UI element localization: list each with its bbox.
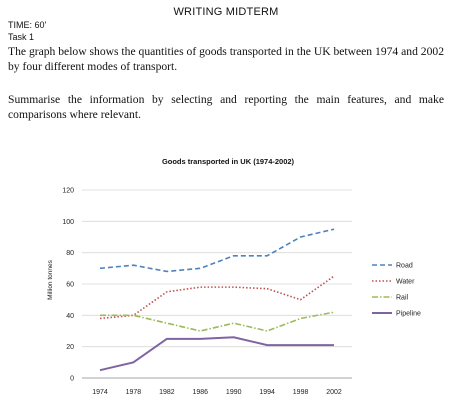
gridlines xyxy=(82,189,352,348)
y-tick-label: 120 xyxy=(62,188,74,195)
time-label: TIME: 60' xyxy=(8,20,47,30)
legend-label-rail: Rail xyxy=(396,295,409,302)
legend: Road Water Rail Pipeline xyxy=(372,263,421,318)
series-line-rail xyxy=(100,311,335,332)
series-line-pipeline xyxy=(99,336,334,372)
task-description: The graph below shows the quantities of … xyxy=(8,45,444,73)
series-line-water xyxy=(99,275,335,320)
x-tick-label: 1982 xyxy=(159,389,175,396)
legend-label-pipeline: Pipeline xyxy=(396,311,421,318)
x-tick-label: 2002 xyxy=(326,389,342,396)
y-tick-label: 40 xyxy=(66,313,74,320)
y-tick-label: 80 xyxy=(66,250,74,257)
y-tick-label: 100 xyxy=(62,219,74,226)
y-tick-label: 20 xyxy=(66,344,74,351)
line-chart: Goods transported in UK (1974-2002) Mill… xyxy=(47,157,421,396)
y-axis-label: Million tonnes xyxy=(47,259,54,299)
x-tick-label: 1994 xyxy=(259,389,275,396)
x-tick-label: 1974 xyxy=(92,389,108,396)
chart-title: Goods transported in UK (1974-2002) xyxy=(162,157,295,166)
x-tick-label: 1978 xyxy=(126,389,142,396)
y-tick-label: 0 xyxy=(70,376,74,383)
task-label: Task 1 xyxy=(8,32,35,42)
series-lines xyxy=(99,228,335,372)
y-axis-ticks: 0 20 40 60 80 100 120 xyxy=(62,188,74,383)
legend-label-water: Water xyxy=(396,279,415,286)
x-tick-label: 1990 xyxy=(226,389,242,396)
series-line-road xyxy=(99,228,335,273)
page-title: WRITING MIDTERM xyxy=(173,6,279,18)
x-axis-ticks: 1974 1978 1982 1986 1990 1994 1998 2002 xyxy=(92,389,342,396)
x-tick-label: 1986 xyxy=(192,389,208,396)
y-tick-label: 60 xyxy=(66,282,74,289)
task-instructions: Summarise the information by selecting a… xyxy=(8,93,444,121)
x-tick-label: 1998 xyxy=(293,389,309,396)
legend-label-road: Road xyxy=(396,263,413,270)
